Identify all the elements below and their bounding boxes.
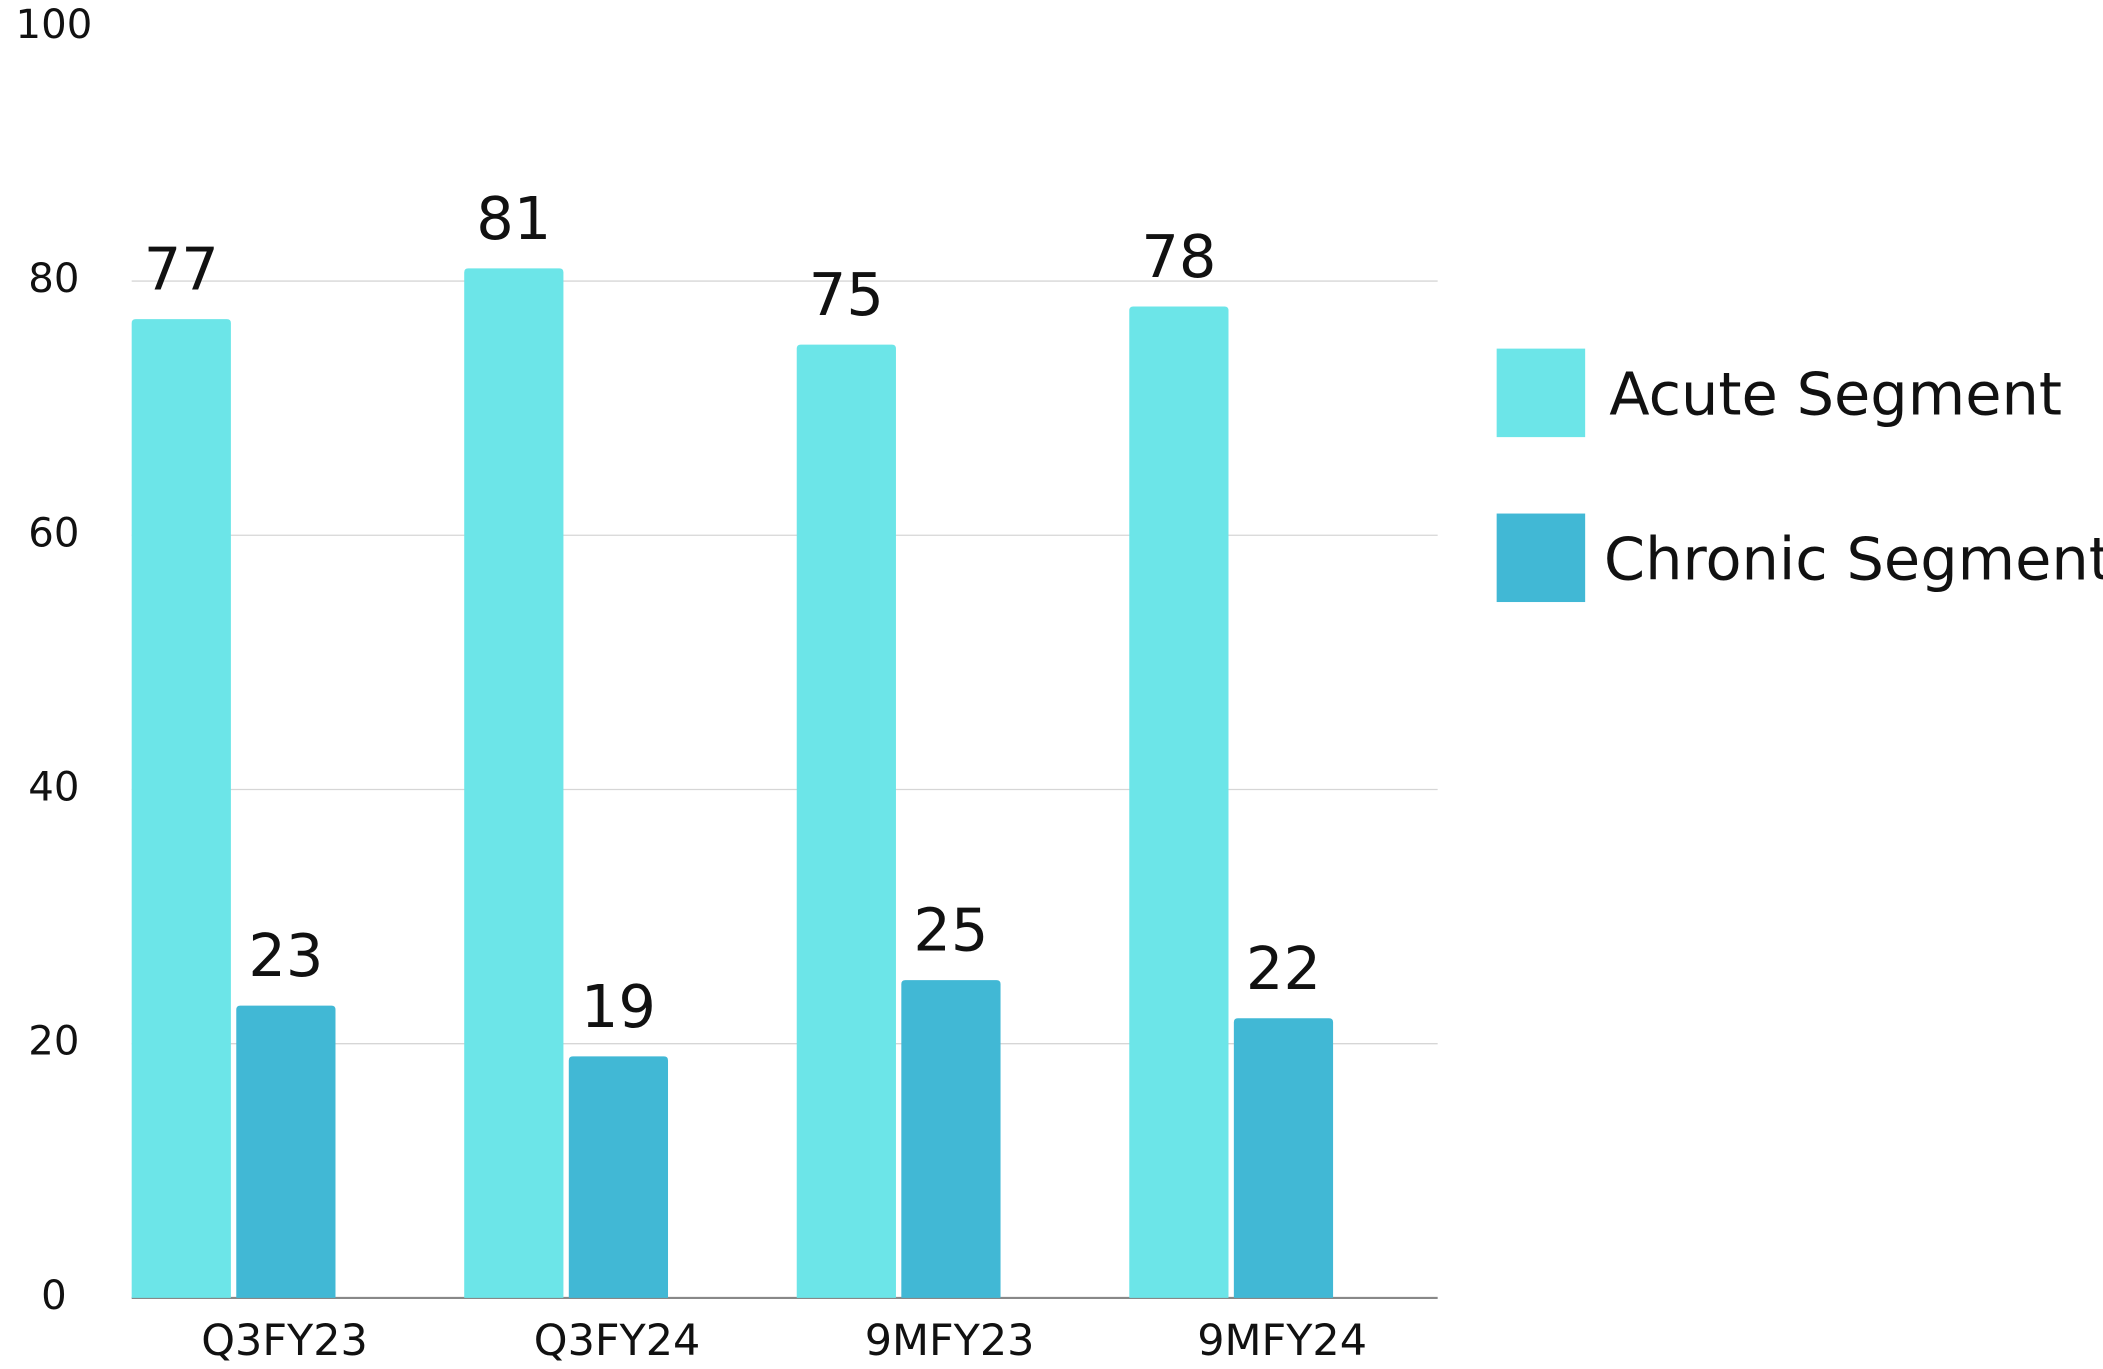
bar bbox=[131, 319, 231, 1298]
bar bbox=[1129, 306, 1229, 1298]
y-tick-label: 100 bbox=[16, 2, 93, 48]
y-tick-label: 60 bbox=[28, 510, 79, 556]
value-label: 22 bbox=[1246, 934, 1321, 1003]
value-label: 81 bbox=[476, 184, 551, 253]
value-label: 25 bbox=[913, 896, 988, 965]
bar bbox=[236, 1005, 336, 1298]
legend-label: Acute Segment bbox=[1609, 359, 2062, 428]
x-tick-label: 9MFY24 bbox=[1197, 1316, 1367, 1366]
x-tick-label: Q3FY24 bbox=[534, 1316, 701, 1366]
value-label: 75 bbox=[809, 260, 884, 329]
y-tick-label: 40 bbox=[28, 764, 79, 810]
value-label: 23 bbox=[248, 921, 323, 990]
value-label: 19 bbox=[581, 972, 656, 1041]
value-label: 78 bbox=[1141, 222, 1216, 291]
y-tick-label: 0 bbox=[41, 1273, 67, 1319]
x-tick-label: 9MFY23 bbox=[865, 1316, 1035, 1366]
bar bbox=[1233, 1018, 1334, 1298]
bar bbox=[568, 1056, 669, 1298]
legend-swatch bbox=[1496, 513, 1586, 603]
bar bbox=[901, 980, 1001, 1298]
bar bbox=[796, 344, 896, 1298]
x-tick-label: Q3FY23 bbox=[201, 1316, 367, 1366]
y-tick-label: 80 bbox=[28, 256, 79, 302]
bar bbox=[464, 268, 564, 1298]
y-tick-label: 20 bbox=[28, 1019, 79, 1065]
legend-label: Chronic Segment bbox=[1604, 524, 2103, 593]
value-label: 77 bbox=[144, 235, 219, 304]
legend-swatch bbox=[1496, 348, 1586, 438]
